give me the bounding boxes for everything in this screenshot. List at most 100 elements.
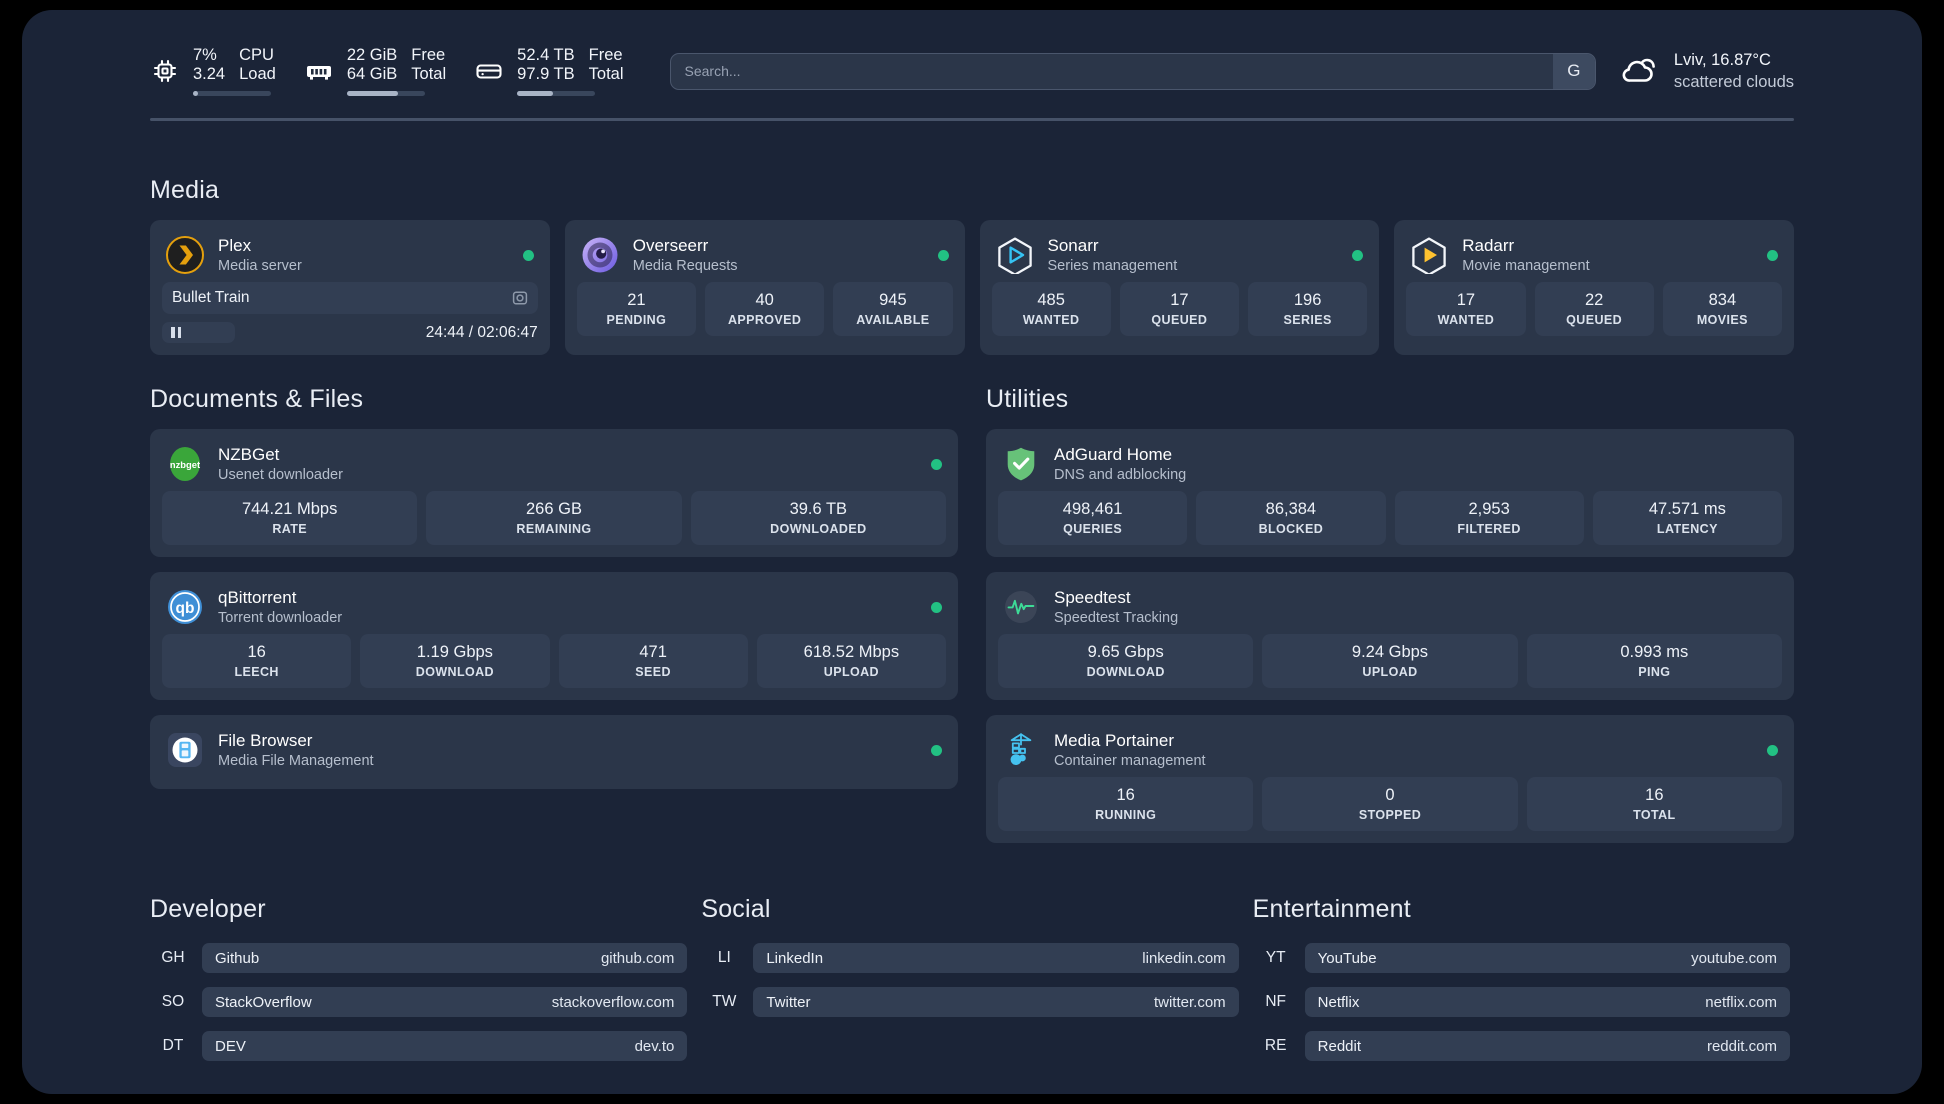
stat-box[interactable]: 9.65 Gbps DOWNLOAD bbox=[998, 634, 1254, 688]
stat-box[interactable]: 196 SERIES bbox=[1248, 282, 1368, 336]
stat-value: 16 bbox=[1645, 786, 1664, 804]
stat-label: SEED bbox=[635, 665, 671, 679]
stat-box[interactable]: 485 WANTED bbox=[991, 282, 1111, 336]
weather-widget[interactable]: Lviv, 16.87°C scattered clouds bbox=[1618, 51, 1794, 92]
card-header[interactable]: Speedtest Speedtest Tracking bbox=[998, 584, 1782, 634]
stat-label: MOVIES bbox=[1696, 313, 1748, 327]
cloud-icon bbox=[1618, 54, 1660, 88]
card-header[interactable]: qb qBittorrent Torrent downloader bbox=[162, 584, 946, 634]
bookmark-item[interactable]: GH Github github.com bbox=[150, 939, 691, 977]
stat-box[interactable]: 834 MOVIES bbox=[1662, 282, 1782, 336]
card-header[interactable]: Plex Media server bbox=[162, 232, 538, 282]
card-header[interactable]: Radarr Movie management bbox=[1406, 232, 1782, 282]
service-card[interactable]: Speedtest Speedtest Tracking 9.65 Gbps D… bbox=[986, 572, 1794, 700]
dashboard-window: 7% 3.24 CPU Load 22 GiB 64 GiB Free Total bbox=[22, 10, 1922, 1094]
stat-box[interactable]: 47.571 ms LATENCY bbox=[1592, 491, 1782, 545]
stat-label: CPU bbox=[239, 46, 274, 64]
service-card[interactable]: Media Portainer Container management 16 … bbox=[986, 715, 1794, 843]
stat-group-cpu: 7% 3.24 CPU Load bbox=[150, 46, 276, 96]
stat-box[interactable]: 22 QUEUED bbox=[1534, 282, 1654, 336]
bookmark-name: StackOverflow bbox=[215, 993, 312, 1011]
dashboard-page: 7% 3.24 CPU Load 22 GiB 64 GiB Free Total bbox=[22, 10, 1922, 1094]
bookmark-item[interactable]: NF Netflix netflix.com bbox=[1253, 983, 1794, 1021]
usage-bar bbox=[346, 91, 425, 96]
card-header[interactable]: File Browser Media File Management bbox=[162, 727, 946, 777]
bookmark-item[interactable]: RE Reddit reddit.com bbox=[1253, 1027, 1794, 1065]
bookmark-abbr: TW bbox=[712, 993, 737, 1010]
bookmark-url: linkedin.com bbox=[1142, 949, 1226, 967]
stat-label: RUNNING bbox=[1095, 808, 1157, 822]
stat-box[interactable]: 16 TOTAL bbox=[1526, 777, 1782, 831]
card-header[interactable]: nzbget NZBGet Usenet downloader bbox=[162, 441, 946, 491]
bookmark-group: Entertainment YT YouTube youtube.com NF … bbox=[1253, 895, 1794, 1065]
card-header[interactable]: Media Portainer Container management bbox=[998, 727, 1782, 777]
search-bar[interactable]: G bbox=[669, 52, 1596, 90]
stat-group-disk: 52.4 TB 97.9 TB Free Total bbox=[474, 46, 624, 96]
bookmark-item[interactable]: SO StackOverflow stackoverflow.com bbox=[150, 983, 691, 1021]
cast-icon[interactable] bbox=[512, 290, 528, 306]
card-header[interactable]: AdGuard Home DNS and adblocking bbox=[998, 441, 1782, 491]
stat-box[interactable]: 21 PENDING bbox=[576, 282, 696, 336]
now-playing-bar[interactable]: Bullet Train bbox=[162, 282, 538, 314]
stat-box[interactable]: 9.24 Gbps UPLOAD bbox=[1262, 634, 1518, 688]
bookmark-item[interactable]: DT DEV dev.to bbox=[150, 1027, 691, 1065]
stat-label: UPLOAD bbox=[1362, 665, 1418, 679]
stat-box[interactable]: 498,461 QUERIES bbox=[998, 491, 1188, 545]
app-subtitle: Media Requests bbox=[632, 258, 738, 274]
stat-box[interactable]: 17 WANTED bbox=[1406, 282, 1526, 336]
search-input[interactable] bbox=[670, 53, 1553, 89]
stat-box[interactable]: 2,953 FILTERED bbox=[1394, 491, 1584, 545]
card-header[interactable]: Overseerr Media Requests bbox=[577, 232, 953, 282]
bookmark-list: LI LinkedIn linkedin.com TW Twitter twit… bbox=[701, 939, 1242, 1021]
stat-box[interactable]: 0.993 ms PING bbox=[1526, 634, 1782, 688]
bookmark-abbr: LI bbox=[717, 949, 731, 966]
stat-value: 196 bbox=[1293, 291, 1322, 309]
stat-box[interactable]: 471 SEED bbox=[558, 634, 748, 688]
service-card[interactable]: Plex Media server Bullet Train 24:44 / 0… bbox=[150, 220, 550, 355]
bookmark-item[interactable]: TW Twitter twitter.com bbox=[701, 983, 1242, 1021]
bookmark-name: DEV bbox=[215, 1037, 246, 1055]
stat-label: Free bbox=[588, 46, 623, 64]
stat-box[interactable]: 40 APPROVED bbox=[705, 282, 825, 336]
stat-box[interactable]: 744.21 Mbps RATE bbox=[162, 491, 418, 545]
stat-label: DOWNLOAD bbox=[1086, 665, 1165, 679]
stat-box[interactable]: 945 AVAILABLE bbox=[833, 282, 953, 336]
bookmark-group: Social LI LinkedIn linkedin.com TW Twitt… bbox=[701, 895, 1242, 1065]
stat-box[interactable]: 0 STOPPED bbox=[1262, 777, 1518, 831]
service-card[interactable]: Sonarr Series management 485 WANTED 17 Q… bbox=[979, 220, 1380, 355]
service-card[interactable]: Radarr Movie management 17 WANTED 22 QUE… bbox=[1394, 220, 1794, 355]
service-card[interactable]: File Browser Media File Management bbox=[150, 715, 958, 789]
service-card[interactable]: qb qBittorrent Torrent downloader 16 LEE… bbox=[150, 572, 958, 700]
stat-label: RATE bbox=[272, 522, 308, 536]
app-subtitle: Speedtest Tracking bbox=[1054, 610, 1179, 626]
service-card[interactable]: AdGuard Home DNS and adblocking 498,461 … bbox=[986, 429, 1794, 557]
bookmark-item[interactable]: LI LinkedIn linkedin.com bbox=[701, 939, 1242, 977]
card-header[interactable]: Sonarr Series management bbox=[992, 232, 1368, 282]
stat-box[interactable]: 17 QUEUED bbox=[1119, 282, 1239, 336]
stat-value: 17 bbox=[1170, 291, 1189, 309]
stat-box[interactable]: 86,384 BLOCKED bbox=[1196, 491, 1386, 545]
filebrowser-icon bbox=[166, 731, 204, 769]
service-card[interactable]: nzbget NZBGet Usenet downloader 744.21 M… bbox=[150, 429, 958, 557]
playback-controls: 24:44 / 02:06:47 bbox=[162, 322, 538, 343]
stat-box[interactable]: 1.19 Gbps DOWNLOAD bbox=[360, 634, 550, 688]
stat-box[interactable]: 266 GB REMAINING bbox=[426, 491, 682, 545]
bookmark-url: stackoverflow.com bbox=[551, 993, 675, 1011]
stat-box[interactable]: 39.6 TB DOWNLOADED bbox=[690, 491, 946, 545]
stat-box[interactable]: 618.52 Mbps UPLOAD bbox=[756, 634, 946, 688]
pause-icon[interactable] bbox=[162, 322, 235, 343]
bookmark-url: dev.to bbox=[634, 1037, 675, 1055]
stat-box[interactable]: 16 LEECH bbox=[162, 634, 352, 688]
documents-card-list: nzbget NZBGet Usenet downloader 744.21 M… bbox=[150, 429, 958, 789]
bookmark-item[interactable]: YT YouTube youtube.com bbox=[1253, 939, 1794, 977]
bookmark-abbr: NF bbox=[1265, 993, 1286, 1010]
stat-label: WANTED bbox=[1022, 313, 1080, 327]
stat-label: STOPPED bbox=[1358, 808, 1422, 822]
stat-value: 0 bbox=[1385, 786, 1395, 804]
search-engine-button[interactable]: G bbox=[1552, 53, 1595, 89]
bookmarks-section: Developer GH Github github.com SO StackO… bbox=[150, 895, 1794, 1065]
service-card[interactable]: Overseerr Media Requests 21 PENDING 40 A… bbox=[564, 220, 965, 355]
stat-box[interactable]: 16 RUNNING bbox=[998, 777, 1254, 831]
app-subtitle: Media File Management bbox=[218, 753, 374, 769]
bookmark-name: LinkedIn bbox=[766, 949, 824, 967]
